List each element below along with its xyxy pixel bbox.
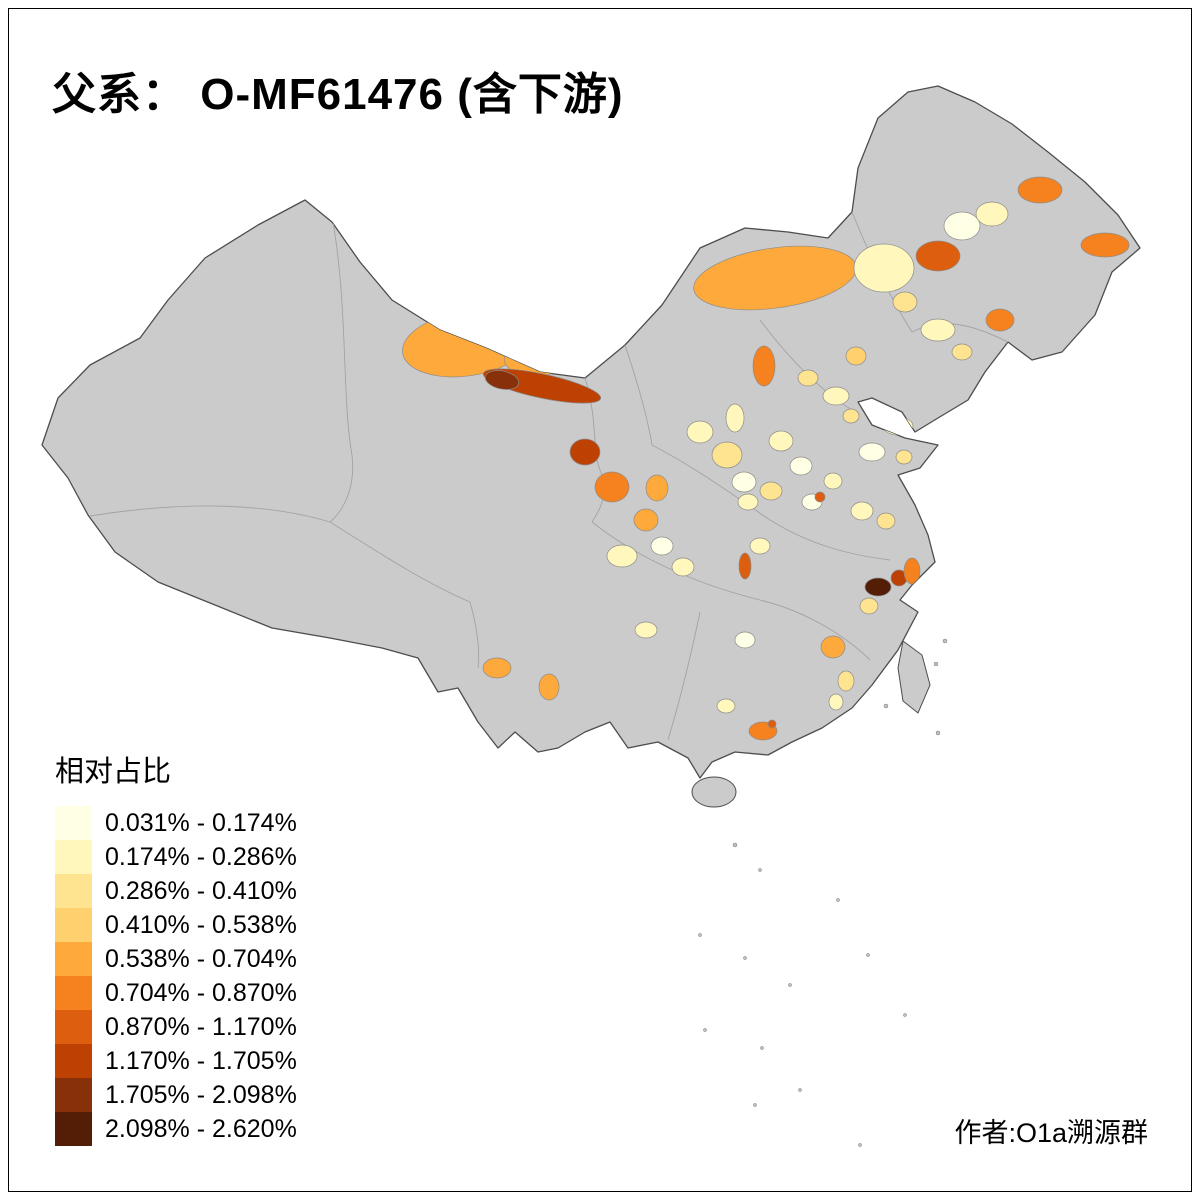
map-region xyxy=(842,408,860,424)
map-region xyxy=(859,597,879,615)
legend-label: 0.410% - 0.538% xyxy=(105,911,297,939)
map-region xyxy=(837,670,855,692)
legend-title: 相对占比 xyxy=(55,756,172,788)
legend-label: 0.704% - 0.870% xyxy=(105,979,297,1007)
map-region xyxy=(634,621,658,639)
hainan-island xyxy=(691,776,737,808)
map-region xyxy=(650,536,674,556)
map-region xyxy=(876,512,896,530)
legend-swatch xyxy=(55,1010,92,1044)
map-region xyxy=(853,243,915,293)
map-region xyxy=(845,346,867,366)
legend-item: 0.538% - 0.704% xyxy=(55,942,297,976)
map-region xyxy=(882,416,914,436)
map-region xyxy=(975,201,1009,227)
author-credit: 作者:O1a溯源群 xyxy=(954,1118,1148,1148)
map-region xyxy=(789,456,813,476)
map-region xyxy=(920,318,956,342)
mainland-outline xyxy=(41,85,1141,779)
map-region xyxy=(716,698,736,714)
south-china-sea-islands xyxy=(698,638,948,1147)
map-region xyxy=(768,430,794,452)
map-region xyxy=(767,719,777,729)
page-title: 父系： O-MF61476 (含下游) xyxy=(52,70,624,119)
legend-swatch xyxy=(55,874,92,908)
legend-item: 0.286% - 0.410% xyxy=(55,874,297,908)
map-region xyxy=(864,577,892,597)
legend-label: 0.031% - 0.174% xyxy=(105,809,297,837)
map-region xyxy=(594,471,630,503)
map-region xyxy=(633,508,659,532)
map-region xyxy=(985,308,1015,332)
map-region xyxy=(1017,176,1063,204)
map-region xyxy=(915,240,961,272)
map-region xyxy=(482,657,512,679)
map-region xyxy=(725,403,745,433)
choropleth-regions xyxy=(402,176,1130,741)
map-region xyxy=(895,449,913,465)
legend-swatch xyxy=(55,942,92,976)
map-region xyxy=(752,345,776,387)
legend-swatch xyxy=(55,908,92,942)
legend-item: 0.410% - 0.538% xyxy=(55,908,297,942)
legend-item: 1.170% - 1.705% xyxy=(55,1044,297,1078)
map-region xyxy=(850,501,874,521)
map-region xyxy=(734,631,756,649)
legend-item: 0.174% - 0.286% xyxy=(55,840,297,874)
legend-label: 1.170% - 1.705% xyxy=(105,1047,297,1075)
map-region xyxy=(822,386,850,406)
map-region xyxy=(538,673,560,701)
map-region xyxy=(797,369,819,387)
legend-label: 0.870% - 1.170% xyxy=(105,1013,297,1041)
legend-item: 0.704% - 0.870% xyxy=(55,976,297,1010)
legend-item: 2.098% - 2.620% xyxy=(55,1112,297,1146)
map-region xyxy=(820,635,846,659)
map-region xyxy=(737,493,759,511)
legend-swatch xyxy=(55,976,92,1010)
legend-swatch xyxy=(55,840,92,874)
map-region xyxy=(1080,232,1130,258)
map-region xyxy=(569,438,601,466)
legend-label: 0.538% - 0.704% xyxy=(105,945,297,973)
map-region xyxy=(606,544,638,568)
legend-swatch xyxy=(55,1044,92,1078)
map-region xyxy=(484,370,520,390)
legend-swatch xyxy=(55,806,92,840)
map-region xyxy=(686,420,714,444)
legend-label: 0.286% - 0.410% xyxy=(105,877,297,905)
map-region xyxy=(738,552,752,580)
map-region xyxy=(903,557,921,585)
taiwan-island xyxy=(897,640,931,714)
map-region xyxy=(828,693,844,711)
map-region xyxy=(759,481,783,501)
legend-label: 2.098% - 2.620% xyxy=(105,1115,297,1143)
legend: 相对占比 0.031% - 0.174% 0.174% - 0.286% 0.2… xyxy=(55,748,297,1146)
map-region xyxy=(823,472,843,490)
legend-item: 1.705% - 2.098% xyxy=(55,1078,297,1112)
map-region xyxy=(943,211,981,241)
legend-label: 0.174% - 0.286% xyxy=(105,843,297,871)
map-region xyxy=(645,474,669,502)
map-region xyxy=(814,491,826,503)
legend-swatch xyxy=(55,1078,92,1112)
legend-label: 1.705% - 2.098% xyxy=(105,1081,297,1109)
map-region xyxy=(711,441,743,469)
map-region xyxy=(731,471,757,493)
legend-item: 0.031% - 0.174% xyxy=(55,806,297,840)
map-region xyxy=(951,343,973,361)
map-region xyxy=(749,537,771,555)
map-region xyxy=(671,557,695,577)
map-region xyxy=(892,291,918,313)
legend-item: 0.870% - 1.170% xyxy=(55,1010,297,1044)
legend-swatch xyxy=(55,1112,92,1146)
map-region xyxy=(858,442,886,462)
